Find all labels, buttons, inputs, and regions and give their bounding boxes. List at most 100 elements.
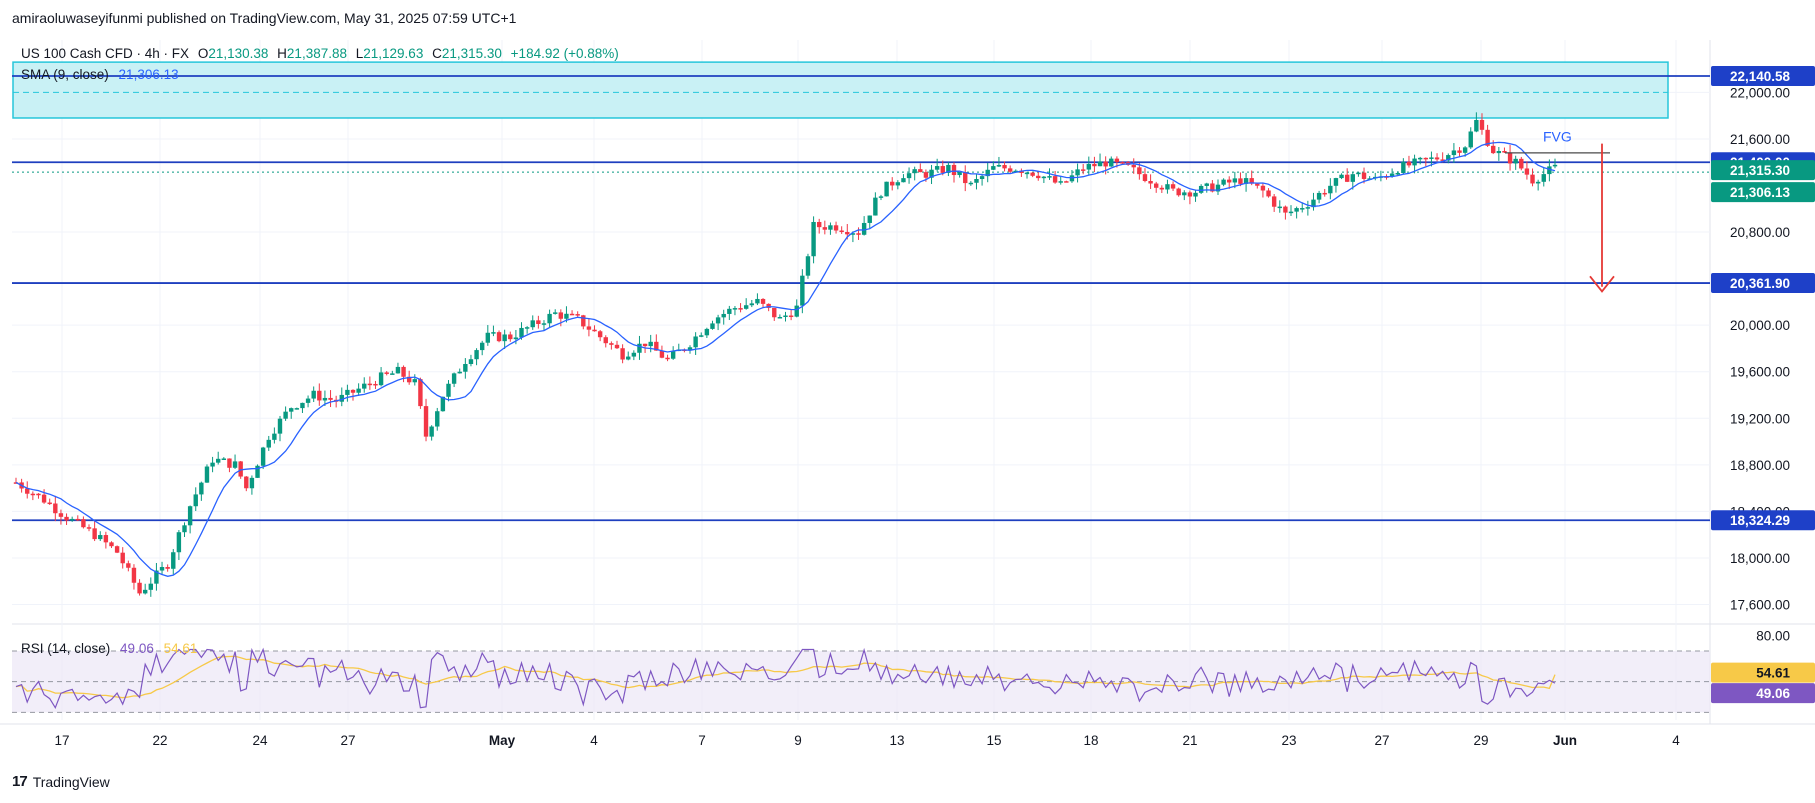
candle-body [951,164,957,176]
candle-body [86,527,92,529]
candle-body [626,356,631,360]
candle-body [1131,164,1136,168]
time-tick-label: May [489,733,516,748]
candle-body [1165,184,1170,190]
candle-body [738,308,743,310]
candle-body [659,350,665,358]
candle-body [1086,163,1092,170]
candle-body [592,329,597,332]
candle-body [1109,158,1114,167]
candle-body [1502,151,1507,153]
candle-body [934,166,940,170]
candle-body [603,337,608,344]
candle-body [1283,206,1288,213]
candle-body [850,233,856,235]
candle-body [395,366,401,374]
open-value: 21,130.38 [208,46,268,61]
candle-body [912,169,917,174]
candle-body [182,525,187,533]
candle-body [502,334,507,342]
candle-body [412,379,417,383]
candle-body [743,305,749,309]
candle-body [1440,159,1445,161]
time-axis[interactable]: 17 22 24 27 May 4 7 9 13 15 18 21 23 27 29 Jun 4 [54,733,1680,748]
candle-body [1547,166,1552,175]
candle-body [120,552,125,564]
price-tags: 22,140.5821,400.0020,361.9018,324.2921,3… [1711,66,1815,704]
candle-body [845,231,850,235]
candle-body [1429,157,1434,159]
sma-label[interactable]: SMA (9, close) [21,67,109,82]
sma-price-tag: 21,306.13 [1730,185,1791,200]
candle-body [609,343,614,345]
candle-body [322,397,328,401]
candle-body [1519,158,1524,169]
candle-body [811,221,816,257]
candle-body [710,323,715,329]
candle-body [1154,183,1159,188]
candle-body [631,352,637,357]
candle-body [69,518,75,521]
candle-body [581,315,586,327]
candle-body [699,335,704,337]
price-tick-label: 17,600.00 [1730,598,1790,613]
candle-body [620,348,625,360]
time-tick-label: 24 [252,733,268,748]
candle-body [1204,183,1209,186]
candle-body [1311,199,1316,208]
low-value: 21,129.63 [363,46,423,61]
candle-body [305,398,311,403]
candle-body [114,546,120,553]
candle-body [637,343,642,353]
candle-body [283,411,288,419]
rsi-tag-bg [1711,683,1815,704]
candle-body [1142,174,1148,182]
time-tick-label: 23 [1281,733,1296,748]
candle-body [794,305,799,317]
level-tag: 20,361.90 [1730,276,1790,291]
candle-body [1159,187,1165,190]
candle-body [311,390,316,399]
legend-line: US 100 Cash CFD · 4h · FX O21,130.38 H21… [21,46,619,61]
candle-body [1524,168,1530,175]
candle-body [861,222,867,235]
candle-body [75,518,80,521]
candle-body [1187,192,1193,197]
candle-body [1198,185,1204,193]
footer-brand[interactable]: 17 TradingView [12,773,110,790]
candle-body [103,535,109,543]
candle-body [1030,172,1035,176]
candle-body [1092,163,1097,167]
candle-body [1294,208,1299,212]
candle-body [92,528,97,540]
candle-body [727,308,732,314]
time-tick-label: 4 [590,733,598,748]
candle-body [1485,129,1490,146]
candle-body [519,327,524,338]
rsi-label[interactable]: RSI (14, close) [21,641,110,656]
candle-body [1041,176,1047,179]
candle-body [429,426,434,437]
candle-body [1260,185,1266,191]
candle-body [1019,170,1024,173]
candle-body [148,583,154,590]
candle-body [1007,168,1013,172]
candle-body [1446,155,1451,161]
annotations [1505,143,1615,293]
candle-body [317,390,322,401]
candle-body [1215,184,1221,192]
candle-body [350,389,356,393]
candle-body [126,563,131,568]
candle-body [974,179,979,183]
candle-body [468,359,474,365]
candle-body [884,181,889,197]
candle-body [508,334,513,340]
candle-body [373,383,378,386]
candle-body [946,164,951,173]
candle-body [1541,174,1546,182]
level-tag-bg [1711,510,1815,531]
candle-body [457,371,462,374]
candle-body [249,477,255,489]
legend-symbol[interactable]: US 100 Cash CFD · 4h · FX [21,46,189,61]
